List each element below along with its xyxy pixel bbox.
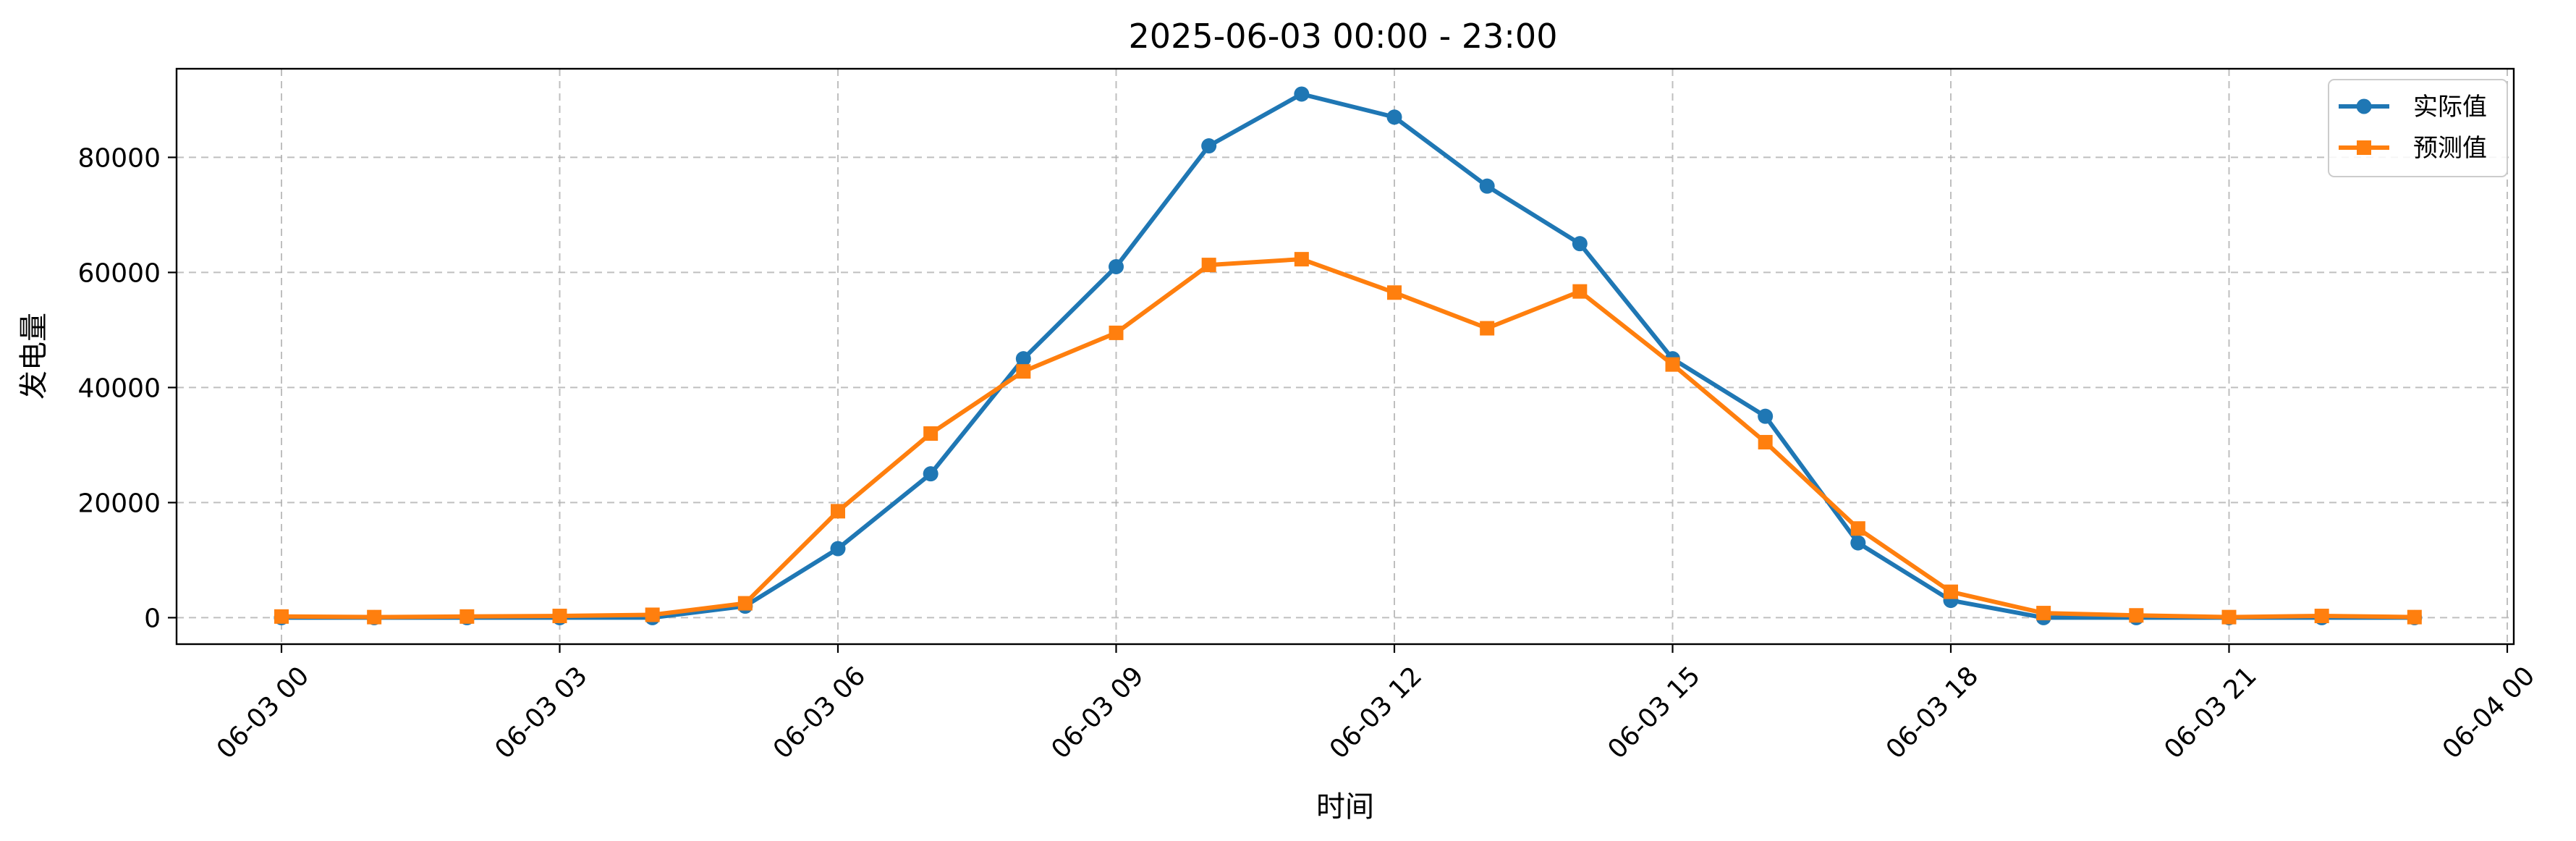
- series-1: [274, 86, 2423, 625]
- grid-lines: [177, 69, 2514, 644]
- data-point: [1386, 109, 1402, 125]
- x-tick-label: 06-03 15: [1602, 661, 1706, 764]
- data-point: [1479, 178, 1495, 194]
- data-point: [1294, 252, 1309, 267]
- data-point: [2314, 609, 2329, 624]
- data-point: [1201, 258, 1216, 273]
- legend-marker: [2356, 98, 2372, 114]
- data-point: [1572, 236, 1588, 252]
- y-tick-label: 0: [144, 604, 161, 633]
- data-point: [1015, 351, 1031, 367]
- series-line: [281, 92, 2415, 620]
- data-series: [274, 86, 2423, 625]
- series-2: [274, 252, 2422, 625]
- x-tick-label: 06-04 00: [2437, 661, 2541, 764]
- data-point: [1387, 285, 1402, 300]
- data-point: [1109, 258, 1124, 274]
- x-tick-label: 06-03 06: [768, 661, 871, 764]
- y-tick-label: 80000: [77, 143, 161, 173]
- data-point: [1480, 321, 1495, 336]
- data-point: [1201, 138, 1217, 154]
- legend-entry: 实际值: [2339, 93, 2487, 122]
- x-axis-label: 时间: [1316, 790, 1374, 824]
- y-tick-label: 20000: [77, 489, 161, 518]
- y-axis-label: 发电量: [17, 313, 51, 400]
- x-tick-label: 06-03 09: [1046, 661, 1149, 764]
- data-point: [2221, 609, 2237, 625]
- data-point: [1572, 284, 1588, 299]
- x-tick-label: 06-03 03: [489, 661, 593, 764]
- y-tick-label: 60000: [77, 258, 161, 288]
- legend-marker: [2357, 140, 2371, 155]
- data-point: [2036, 606, 2051, 621]
- x-axis-ticks: 06-03 00 06-03 03 06-03 06 06-03 09 06-03 12…: [211, 644, 2541, 765]
- data-point: [1758, 408, 1774, 424]
- y-tick-label: 40000: [77, 373, 161, 403]
- legend-label: 预测值: [2413, 134, 2487, 163]
- data-point: [1850, 535, 1866, 551]
- chart-title: 2025-06-03 00:00 - 23:00: [1129, 17, 1558, 56]
- x-tick-label: 06-03 12: [1324, 661, 1428, 764]
- legend-box: [2328, 79, 2508, 177]
- data-point: [459, 609, 475, 624]
- data-point: [737, 596, 753, 611]
- data-point: [552, 609, 567, 624]
- data-point: [923, 466, 939, 482]
- data-point: [367, 609, 382, 625]
- legend-label: 实际值: [2413, 93, 2487, 122]
- data-point: [1294, 86, 1310, 102]
- x-tick-label: 06-03 21: [2158, 661, 2262, 764]
- legend-entry: 预测值: [2339, 134, 2487, 163]
- data-point: [645, 607, 660, 622]
- data-point: [2407, 609, 2422, 625]
- data-point: [1758, 434, 1773, 449]
- data-point: [1850, 521, 1865, 536]
- data-point: [1109, 325, 1124, 340]
- series-line: [281, 257, 2415, 620]
- data-point: [2129, 608, 2144, 623]
- y-axis-ticks: 0 20000 40000 60000 80000: [77, 143, 177, 633]
- data-point: [274, 609, 289, 624]
- data-point: [1665, 357, 1680, 372]
- data-point: [831, 504, 845, 519]
- plot-frame: [175, 67, 2515, 646]
- data-point: [830, 541, 846, 557]
- data-point: [1016, 364, 1031, 379]
- data-point: [1944, 584, 1958, 599]
- x-tick-label: 06-03 00: [211, 661, 315, 764]
- x-tick-label: 06-03 18: [1881, 661, 1984, 764]
- data-point: [923, 426, 939, 441]
